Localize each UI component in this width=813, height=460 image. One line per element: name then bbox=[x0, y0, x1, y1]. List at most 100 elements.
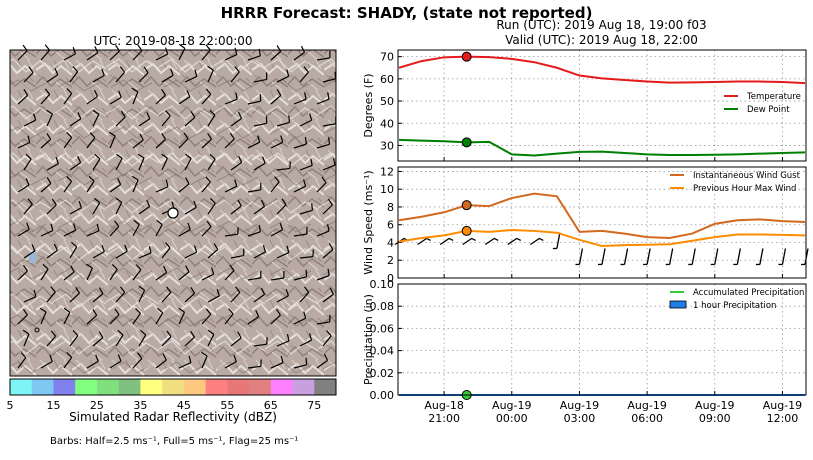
wind-barb-field bbox=[17, 43, 337, 369]
barb-staff bbox=[40, 138, 52, 149]
wind-barb bbox=[299, 249, 314, 259]
station-wind-barb bbox=[801, 248, 809, 266]
barb-feather bbox=[165, 47, 169, 55]
barb-staff bbox=[224, 185, 237, 193]
x-tick-label: 09:00 bbox=[699, 412, 731, 425]
barb-feather bbox=[207, 329, 215, 335]
barb-staff bbox=[322, 78, 336, 83]
wind-barb bbox=[270, 176, 280, 193]
colorbar-segment bbox=[270, 379, 294, 395]
barb-feather bbox=[188, 355, 192, 363]
barb-feather bbox=[187, 222, 191, 230]
barb-staff bbox=[293, 317, 306, 325]
wind-barb bbox=[224, 264, 235, 281]
barb-staff bbox=[178, 362, 192, 369]
wind-barb bbox=[207, 197, 216, 215]
barb-staff bbox=[17, 94, 29, 105]
colorbar-segment bbox=[31, 379, 54, 395]
barb-staff bbox=[759, 248, 764, 265]
barb-feather bbox=[66, 132, 73, 138]
wind-barb bbox=[17, 135, 31, 149]
wind-barb bbox=[46, 198, 57, 215]
wind-barb bbox=[40, 177, 52, 193]
valid-label: Valid (UTC): 2019 Aug 18, 22:00 bbox=[505, 33, 698, 47]
barb-staff bbox=[155, 224, 163, 237]
colorbar-segment bbox=[227, 379, 250, 395]
wind-barb bbox=[184, 69, 198, 83]
wind-barb bbox=[138, 329, 147, 347]
barb-staff bbox=[270, 314, 281, 325]
wind-panel: 0 2 4 6 8 10 12 Wind Speed (ms⁻¹) Instantaneous … bbox=[362, 165, 809, 285]
wind-barb bbox=[92, 153, 101, 171]
wind-barb bbox=[131, 175, 139, 193]
barb-feather bbox=[328, 137, 331, 145]
barb-feather bbox=[238, 155, 243, 163]
barb-feather bbox=[329, 287, 334, 295]
wind-barb bbox=[207, 288, 221, 303]
temperature-panel: 30 40 50 60 70 Degrees (F) Temperature Dew Poin… bbox=[362, 49, 807, 162]
wind-barb bbox=[17, 308, 28, 325]
legend-label: Accumulated Precipitation bbox=[693, 288, 804, 298]
barb-feather bbox=[209, 153, 216, 160]
wind-barb bbox=[69, 112, 82, 127]
barb-feather bbox=[120, 110, 126, 118]
barb-staff bbox=[178, 138, 189, 149]
barb-feather bbox=[237, 111, 243, 119]
barb-staff bbox=[224, 313, 234, 325]
wind-barb bbox=[270, 270, 285, 281]
barb-feather bbox=[95, 354, 99, 362]
y-tick-label: 70 bbox=[380, 51, 394, 64]
barb-feather bbox=[135, 264, 142, 271]
barb-feather bbox=[279, 223, 284, 231]
y-tick-label: 0.00 bbox=[370, 389, 395, 402]
barb-feather bbox=[20, 352, 27, 359]
barb-staff bbox=[201, 138, 212, 149]
barb-staff bbox=[23, 250, 36, 259]
station-wind-barb bbox=[552, 232, 561, 250]
x-tick-label: Aug-19 bbox=[695, 399, 734, 412]
x-tick-label: 06:00 bbox=[631, 412, 663, 425]
barb-staff bbox=[316, 359, 328, 369]
barb-staff bbox=[270, 141, 283, 149]
barb-staff bbox=[155, 94, 166, 105]
barb-feather bbox=[164, 242, 171, 249]
barb-feather bbox=[161, 132, 167, 140]
wind-barb bbox=[224, 354, 237, 369]
barb-staff bbox=[40, 268, 49, 281]
barb-staff bbox=[293, 98, 307, 105]
wind-barb bbox=[322, 198, 333, 215]
barb-feather bbox=[275, 308, 281, 316]
wind-barb bbox=[86, 89, 99, 105]
current-time-marker bbox=[461, 225, 472, 236]
barb-staff bbox=[230, 117, 242, 127]
barb-staff bbox=[276, 167, 290, 171]
barbs-note: Barbs: Half=2.5 ms⁻¹, Full=5 ms⁻¹, Flag=… bbox=[50, 436, 299, 447]
barb-feather bbox=[305, 357, 308, 365]
barb-feather bbox=[133, 219, 140, 226]
barb-staff bbox=[138, 157, 145, 171]
wind-barb bbox=[293, 269, 308, 281]
y-tick-label: 4 bbox=[387, 236, 394, 249]
barb-staff bbox=[230, 162, 242, 171]
barb-staff bbox=[623, 248, 629, 265]
wind-barb bbox=[253, 116, 268, 127]
barb-staff bbox=[270, 94, 282, 105]
barb-feather bbox=[280, 355, 284, 363]
barb-staff bbox=[247, 365, 261, 369]
barb-staff bbox=[316, 182, 327, 193]
colorbar-segment bbox=[96, 379, 120, 395]
barb-staff bbox=[40, 49, 51, 61]
barb-stroke bbox=[417, 237, 431, 246]
barb-feather bbox=[262, 156, 266, 164]
wind-barb bbox=[40, 88, 51, 105]
station-wind-barb bbox=[643, 248, 651, 266]
barb-staff bbox=[92, 74, 105, 83]
barb-staff bbox=[115, 202, 123, 215]
barb-staff bbox=[201, 93, 212, 105]
legend-label: Instantaneous Wind Gust bbox=[693, 171, 801, 181]
barb-feather bbox=[131, 175, 139, 181]
barb-staff bbox=[86, 360, 99, 369]
wind-barb bbox=[299, 333, 313, 347]
barb-staff bbox=[46, 249, 58, 259]
barb-feather bbox=[66, 176, 73, 182]
